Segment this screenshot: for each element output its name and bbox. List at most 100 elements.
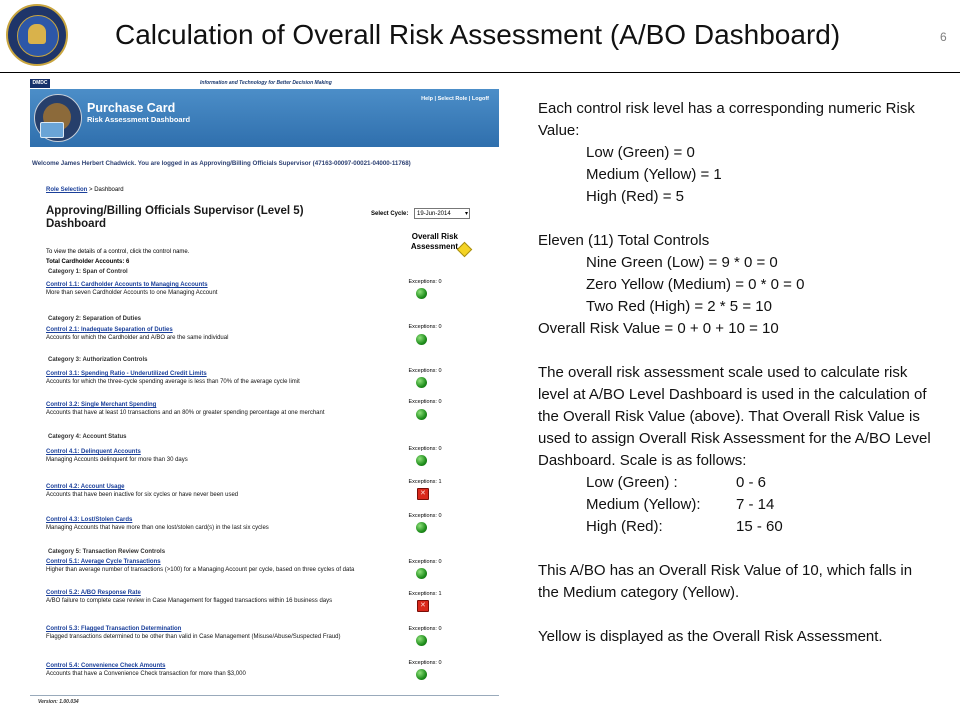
- control-row: Control 1.1: Cardholder Accounts to Mana…: [46, 282, 376, 297]
- exceptions-count: Exceptions: 1: [408, 591, 442, 597]
- exceptions-count: Exceptions: 0: [408, 324, 442, 330]
- explanation-panel: Each control risk level has a correspond…: [538, 98, 933, 648]
- control-link[interactable]: Control 1.1: Cardholder Accounts to Mana…: [46, 282, 208, 288]
- dmdc-logo: DMDC: [30, 79, 50, 88]
- scale-range: 0 - 6: [736, 474, 767, 491]
- red-status-icon: [417, 488, 429, 500]
- green-status-icon: [416, 635, 427, 646]
- breadcrumb-role-selection[interactable]: Role Selection: [46, 187, 88, 193]
- category-heading: Category 3: Authorization Controls: [48, 357, 148, 363]
- control-description: Accounts that have a Convenience Check t…: [46, 670, 246, 677]
- red-status-icon: [417, 600, 429, 612]
- control-description: Flagged transactions determined to be ot…: [46, 633, 341, 640]
- exceptions-count: Exceptions: 0: [408, 559, 442, 565]
- link-separator: |: [434, 96, 437, 102]
- link-separator: |: [468, 96, 471, 102]
- scale-range: 15 - 60: [736, 518, 783, 535]
- control-link[interactable]: Control 3.2: Single Merchant Spending: [46, 402, 157, 408]
- result-text: This A/BO has an Overall Risk Value of 1…: [538, 562, 913, 601]
- control-link[interactable]: Control 2.1: Inadequate Separation of Du…: [46, 327, 173, 333]
- exceptions-count: Exceptions: 0: [408, 446, 442, 452]
- exceptions-count: Exceptions: 1: [408, 479, 442, 485]
- overall-risk-yellow-indicator-icon: [456, 241, 473, 258]
- scale-label: High (Red):: [586, 518, 663, 535]
- control-link[interactable]: Control 4.3: Lost/Stolen Cards: [46, 517, 133, 523]
- seal-inner-ring: [17, 15, 59, 57]
- control-description: Accounts that have at least 10 transacti…: [46, 409, 325, 416]
- control-link[interactable]: Control 5.4: Convenience Check Amounts: [46, 663, 166, 669]
- header-links: Help | Select Role | Logoff: [421, 96, 489, 102]
- category-heading: Category 1: Span of Control: [48, 269, 128, 275]
- control-description: Higher than average number of transactio…: [46, 566, 355, 573]
- overall-risk-value: Overall Risk Value = 0 + 0 + 10 = 10: [538, 320, 779, 337]
- spacer: [538, 340, 933, 362]
- category-heading: Category 5: Transaction Review Controls: [48, 549, 166, 555]
- scale-row-low: Low (Green) : 0 - 6: [538, 472, 933, 494]
- dashboard-title: Approving/Billing Officials Supervisor (…: [46, 205, 304, 230]
- control-row: Control 4.1: Delinquent Accounts Managin…: [46, 449, 376, 464]
- total-controls-heading: Eleven (11) Total Controls: [538, 232, 710, 249]
- control-row: Control 2.1: Inadequate Separation of Du…: [46, 327, 376, 342]
- control-link[interactable]: Control 5.1: Average Cycle Transactions: [46, 559, 161, 565]
- control-description: Accounts for which the Cardholder and A/…: [46, 334, 229, 341]
- control-row: Control 4.2: Account Usage Accounts that…: [46, 484, 376, 499]
- green-status-icon: [416, 455, 427, 466]
- cycle-label: Select Cycle:: [371, 211, 409, 217]
- app-banner: Purchase Card Risk Assessment Dashboard …: [30, 89, 499, 147]
- total-accounts: Total Cardholder Accounts: 6: [46, 259, 130, 265]
- cycle-value: 19-Jun-2014: [417, 211, 451, 217]
- slide-number: 6: [940, 30, 947, 44]
- logoff-link[interactable]: Logoff: [471, 96, 489, 102]
- green-status-icon: [416, 522, 427, 533]
- control-description: Accounts that have been inactive for six…: [46, 491, 239, 498]
- breadcrumb-current: Dashboard: [94, 187, 124, 193]
- select-role-link[interactable]: Select Role: [437, 96, 468, 102]
- top-tagbar: DMDC Information and Technology for Bett…: [30, 79, 499, 89]
- help-link[interactable]: Help: [421, 96, 434, 102]
- calc-green: Nine Green (Low) = 9 * 0 = 0: [586, 254, 778, 271]
- category-heading: Category 2: Separation of Duties: [48, 316, 142, 322]
- eagle-icon: [28, 24, 46, 44]
- spacer: [538, 604, 933, 626]
- app-subtitle: Risk Assessment Dashboard: [87, 115, 191, 124]
- welcome-message: Welcome James Herbert Chadwick. You are …: [32, 160, 411, 167]
- exceptions-count: Exceptions: 0: [408, 626, 442, 632]
- green-status-icon: [416, 409, 427, 420]
- title-divider: [0, 72, 960, 73]
- control-link[interactable]: Control 3.1: Spending Ratio - Underutili…: [46, 371, 207, 377]
- category-heading: Category 4: Account Status: [48, 434, 127, 440]
- credit-card-icon: [40, 122, 64, 138]
- control-description: More than seven Cardholder Accounts to o…: [46, 289, 218, 296]
- control-row: Control 5.1: Average Cycle Transactions …: [46, 559, 376, 574]
- green-status-icon: [416, 334, 427, 345]
- green-status-icon: [416, 377, 427, 388]
- cycle-select[interactable]: 19-Jun-2014 ▾: [414, 208, 470, 219]
- breadcrumb-separator: >: [89, 187, 93, 193]
- scale-row-medium: Medium (Yellow): 7 - 14: [538, 494, 933, 516]
- footer-divider: [30, 695, 499, 696]
- green-status-icon: [416, 288, 427, 299]
- control-description: A/BO failure to complete case review in …: [46, 597, 333, 604]
- scale-description: The overall risk assessment scale used t…: [538, 364, 931, 469]
- calc-red: Two Red (High) = 2 * 5 = 10: [586, 298, 772, 315]
- app-title: Purchase Card: [87, 101, 176, 115]
- dashboard-screenshot: DMDC Information and Technology for Bett…: [30, 79, 499, 709]
- spacer: [538, 538, 933, 560]
- dod-seal-logo: [6, 4, 68, 66]
- control-link[interactable]: Control 5.2: A/BO Response Rate: [46, 590, 141, 596]
- control-link[interactable]: Control 4.2: Account Usage: [46, 484, 125, 490]
- risk-level-medium: Medium (Yellow) = 1: [586, 166, 722, 183]
- control-link[interactable]: Control 4.1: Delinquent Accounts: [46, 449, 141, 455]
- intro-text: Each control risk level has a correspond…: [538, 100, 915, 139]
- exceptions-count: Exceptions: 0: [408, 660, 442, 666]
- version-label: Version: 1.00.034: [38, 699, 79, 705]
- control-row: Control 3.2: Single Merchant Spending Ac…: [46, 402, 376, 417]
- risk-level-low: Low (Green) = 0: [586, 144, 695, 161]
- control-link[interactable]: Control 5.3: Flagged Transaction Determi…: [46, 626, 182, 632]
- scale-row-high: High (Red): 15 - 60: [538, 516, 933, 538]
- scale-range: 7 - 14: [736, 496, 775, 513]
- chevron-down-icon: ▾: [464, 211, 468, 217]
- tagline: Information and Technology for Better De…: [200, 80, 332, 86]
- instruction-text: To view the details of a control, click …: [46, 249, 190, 255]
- control-row: Control 5.3: Flagged Transaction Determi…: [46, 626, 376, 641]
